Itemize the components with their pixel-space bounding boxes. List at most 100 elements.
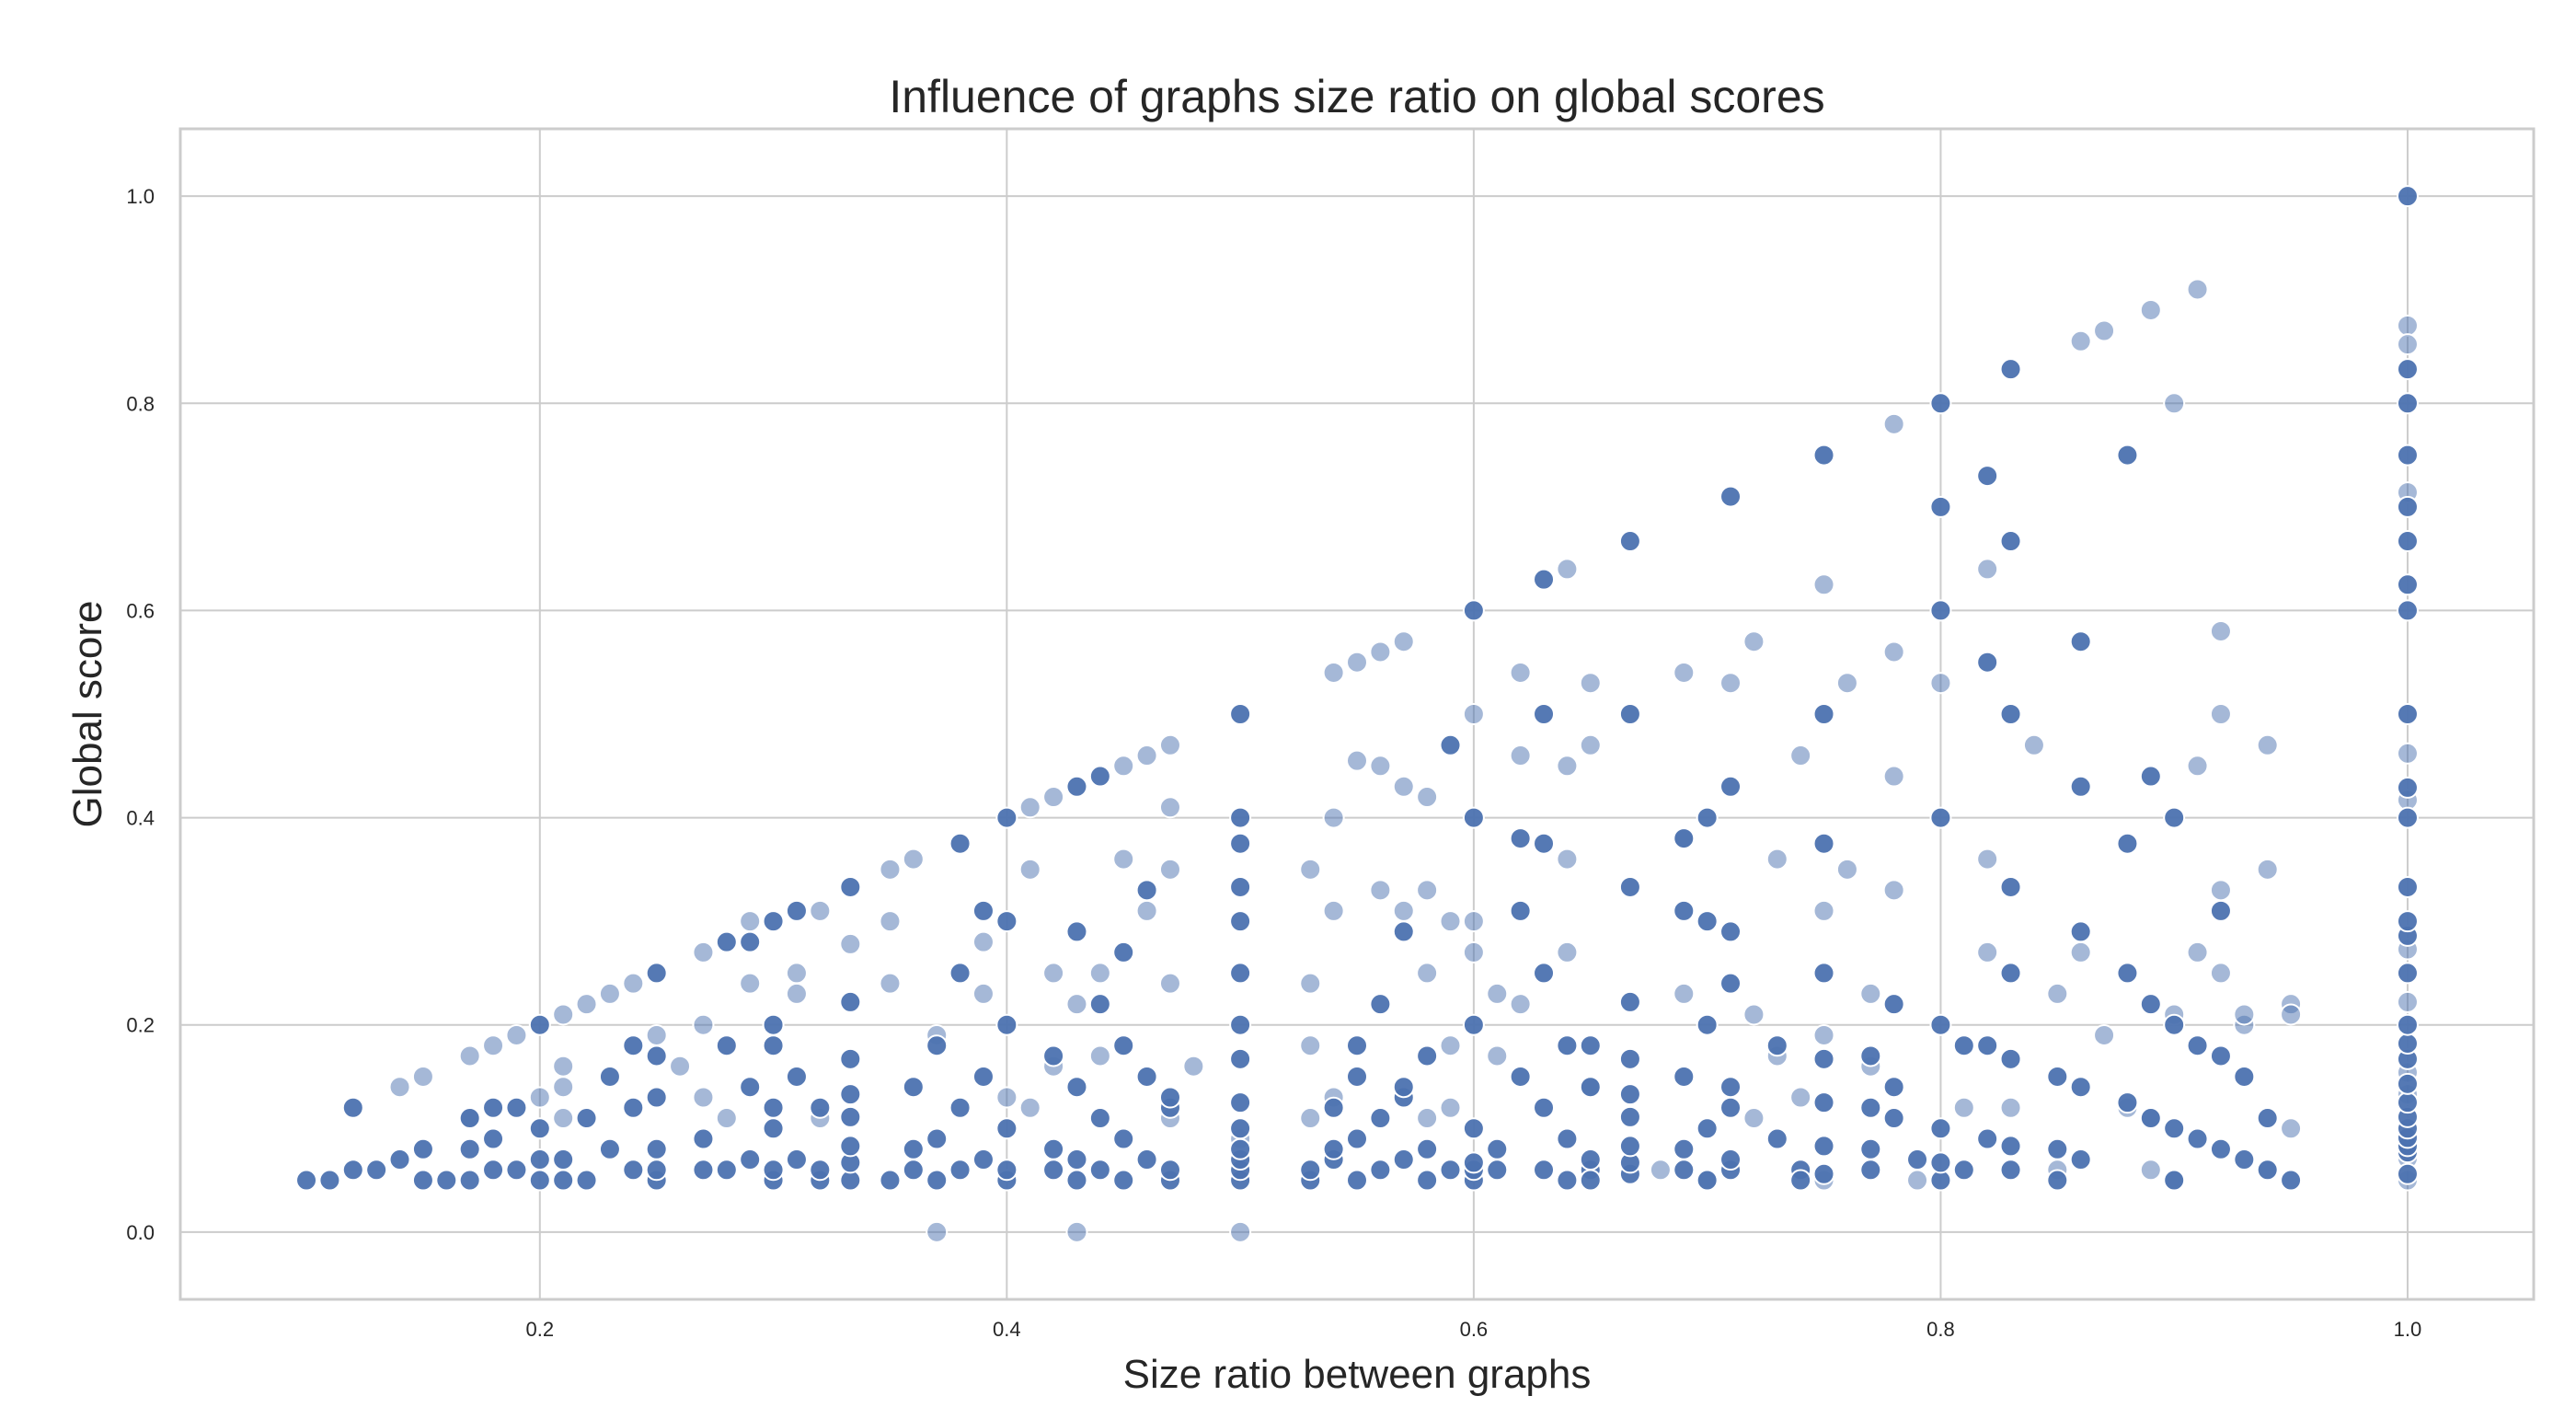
scatter-point — [1696, 910, 1719, 933]
scatter-point — [2396, 703, 2419, 725]
scatter-point — [1929, 1151, 1952, 1174]
scatter-point — [1999, 1096, 2022, 1119]
scatter-point — [1618, 530, 1641, 553]
scatter-point — [2256, 733, 2279, 756]
scatter-point — [1158, 1086, 1181, 1109]
scatter-point — [295, 1169, 318, 1192]
scatter-point — [1299, 1107, 1322, 1130]
scatter-point — [762, 1013, 785, 1036]
scatter-point — [2396, 599, 2419, 622]
scatter-point — [1742, 630, 1765, 653]
scatter-point — [1533, 1096, 1556, 1119]
scatter-point — [839, 1083, 862, 1106]
scatter-point — [1952, 1096, 1975, 1119]
scatter-point — [2186, 1034, 2209, 1057]
x-tick-label: 0.8 — [1926, 1318, 1955, 1341]
scatter-point — [1556, 940, 1579, 963]
scatter-point — [2396, 1091, 2419, 1114]
scatter-point — [2280, 1117, 2303, 1140]
scatter-point — [1765, 848, 1788, 871]
scatter-point — [1742, 1003, 1765, 1026]
scatter-point — [762, 1159, 785, 1182]
scatter-point — [1882, 412, 1905, 435]
scatter-point — [1719, 1096, 1742, 1119]
scatter-point — [1673, 899, 1696, 922]
scatter-point — [2163, 392, 2186, 415]
scatter-point — [839, 875, 862, 898]
scatter-point — [2280, 1169, 2303, 1192]
scatter-point — [1556, 1169, 1579, 1192]
scatter-point — [1439, 1096, 1462, 1119]
scatter-point — [1322, 1137, 1345, 1160]
scatter-point — [1135, 899, 1158, 922]
scatter-point — [1112, 1127, 1135, 1150]
scatter-point — [1579, 1076, 1602, 1099]
scatter-point — [1999, 962, 2022, 985]
scatter-point — [2396, 314, 2419, 337]
scatter-point — [1392, 1148, 1415, 1171]
scatter-point — [1088, 962, 1111, 985]
scatter-point — [1088, 1159, 1111, 1182]
scatter-point — [2022, 733, 2045, 756]
scatter-point — [1088, 1044, 1111, 1067]
scatter-point — [949, 832, 972, 855]
scatter-point — [926, 1034, 949, 1057]
scatter-point — [2209, 1044, 2232, 1067]
scatter-point — [2396, 742, 2419, 765]
scatter-point — [1158, 733, 1181, 756]
scatter-point — [1042, 1159, 1065, 1182]
scatter-point — [1789, 1169, 1812, 1192]
scatter-point — [1509, 744, 1532, 767]
scatter-point — [2139, 993, 2162, 1016]
scatter-point — [1042, 786, 1065, 809]
scatter-point — [2069, 940, 2092, 963]
scatter-point — [2069, 1076, 2092, 1099]
scatter-point — [341, 1159, 364, 1182]
plot-frame — [178, 127, 2536, 1301]
scatter-point — [1696, 1117, 1719, 1140]
scatter-point — [1486, 1137, 1509, 1160]
scatter-point — [598, 1065, 621, 1088]
scatter-point — [2163, 806, 2186, 829]
scatter-point — [1719, 485, 1742, 508]
scatter-point — [2046, 982, 2069, 1005]
scatter-point — [1416, 786, 1439, 809]
scatter-point — [2046, 1137, 2069, 1160]
scatter-point — [1346, 651, 1368, 674]
scatter-point — [1392, 630, 1415, 653]
scatter-point — [388, 1148, 411, 1171]
scatter-point — [482, 1096, 505, 1119]
scatter-point — [622, 972, 645, 995]
scatter-point — [1088, 1107, 1111, 1130]
scatter-point — [2069, 1148, 2092, 1171]
scatter-point — [2396, 1162, 2419, 1185]
scatter-point — [1976, 940, 1999, 963]
scatter-point — [926, 1220, 949, 1243]
scatter-point — [1812, 1091, 1835, 1114]
scatter-point — [785, 1148, 808, 1171]
scatter-point — [1018, 858, 1041, 881]
scatter-point — [762, 1096, 785, 1119]
scatter-point — [2069, 630, 2092, 653]
scatter-point — [1416, 1044, 1439, 1067]
scatter-point — [1229, 703, 1252, 725]
x-axis-label: Size ratio between graphs — [1123, 1352, 1592, 1397]
scatter-point — [1649, 1159, 1672, 1182]
scatter-point — [949, 1096, 972, 1119]
scatter-point — [1322, 899, 1345, 922]
scatter-point — [1812, 1047, 1835, 1070]
scatter-point — [1229, 1220, 1252, 1243]
scatter-point — [1976, 1034, 1999, 1057]
scatter-point — [1882, 640, 1905, 663]
scatter-point — [2396, 962, 2419, 985]
scatter-point — [1812, 899, 1835, 922]
scatter-point — [692, 940, 715, 963]
scatter-point — [1392, 1076, 1415, 1099]
scatter-point — [839, 1105, 862, 1128]
scatter-point — [2069, 920, 2092, 943]
scatter-point — [1556, 558, 1579, 581]
scatter-point — [1392, 899, 1415, 922]
scatter-point — [1065, 1169, 1088, 1192]
scatter-point — [1462, 910, 1485, 933]
scatter-point — [1018, 1096, 1041, 1119]
